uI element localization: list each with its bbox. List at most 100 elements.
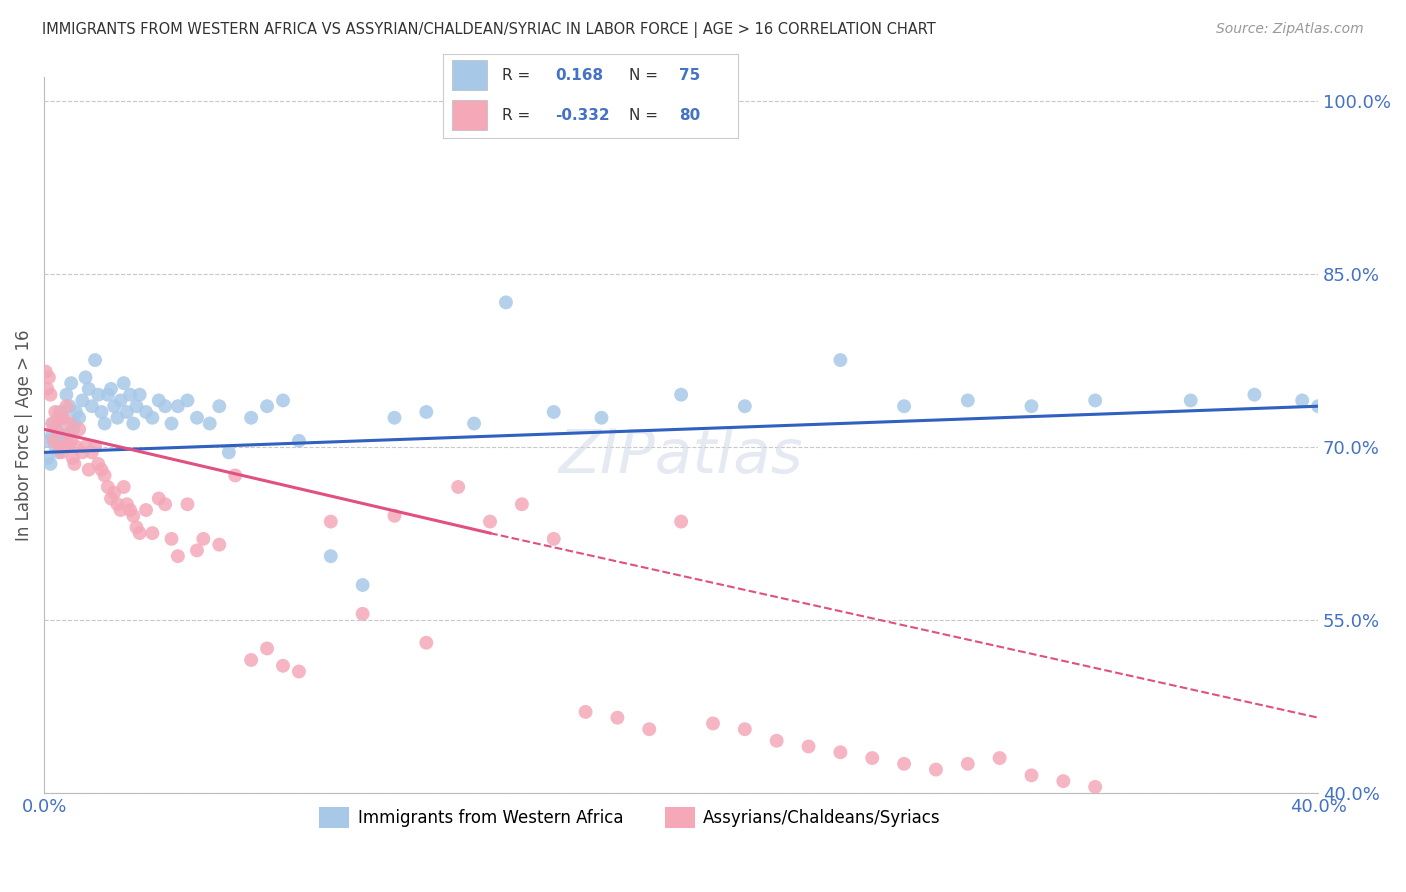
Point xyxy=(44,405,66,419)
Point xyxy=(112,376,135,391)
Point xyxy=(122,417,145,431)
Point xyxy=(352,578,374,592)
Point xyxy=(55,387,77,401)
Point xyxy=(112,480,135,494)
Point xyxy=(1084,780,1107,794)
Point xyxy=(63,457,86,471)
Point xyxy=(1243,387,1265,401)
Point xyxy=(115,497,138,511)
Point xyxy=(160,417,183,431)
Point xyxy=(218,445,240,459)
Point xyxy=(41,428,63,442)
Point xyxy=(1308,399,1330,413)
Text: R =: R = xyxy=(502,108,536,123)
Point xyxy=(37,451,59,466)
Point xyxy=(135,503,157,517)
Point xyxy=(256,641,278,656)
Point xyxy=(110,393,132,408)
Point xyxy=(208,399,231,413)
Point xyxy=(53,440,76,454)
Point xyxy=(67,410,90,425)
Point xyxy=(49,405,72,419)
Point xyxy=(1021,768,1043,782)
Point xyxy=(256,399,278,413)
Point xyxy=(44,440,66,454)
Point xyxy=(56,428,79,442)
Point xyxy=(1291,393,1313,408)
Point xyxy=(893,399,915,413)
Point xyxy=(72,445,94,459)
Point xyxy=(65,405,87,419)
Point xyxy=(62,422,84,436)
Point xyxy=(128,387,150,401)
Text: 0.168: 0.168 xyxy=(555,68,603,83)
Point xyxy=(288,665,311,679)
Point xyxy=(606,711,628,725)
Point xyxy=(176,393,198,408)
Point xyxy=(60,376,83,391)
Point xyxy=(90,405,112,419)
Point xyxy=(193,532,215,546)
Point xyxy=(495,295,517,310)
Point xyxy=(97,480,120,494)
Point xyxy=(125,520,148,534)
Point xyxy=(37,382,59,396)
Point xyxy=(830,745,852,759)
Point xyxy=(67,422,90,436)
Point xyxy=(93,468,115,483)
Point xyxy=(58,399,80,413)
Point xyxy=(167,399,190,413)
Point xyxy=(120,387,142,401)
Point xyxy=(110,503,132,517)
Point xyxy=(72,393,94,408)
Point xyxy=(75,370,97,384)
Point xyxy=(87,457,110,471)
Point xyxy=(543,532,565,546)
Point xyxy=(49,440,72,454)
Point xyxy=(42,417,65,431)
Point xyxy=(186,410,208,425)
Point xyxy=(288,434,311,448)
Point xyxy=(830,353,852,368)
Point xyxy=(186,543,208,558)
Point xyxy=(1021,399,1043,413)
Point xyxy=(51,445,73,459)
Point xyxy=(319,515,342,529)
Point xyxy=(352,607,374,621)
Point xyxy=(62,451,84,466)
Point xyxy=(1084,393,1107,408)
Point xyxy=(160,532,183,546)
Point xyxy=(638,722,661,736)
Point xyxy=(148,393,170,408)
Point xyxy=(176,497,198,511)
Point xyxy=(591,410,613,425)
Point xyxy=(60,434,83,448)
Text: N =: N = xyxy=(628,68,662,83)
Point xyxy=(1323,387,1346,401)
Point xyxy=(52,410,75,425)
Point xyxy=(35,365,58,379)
Point xyxy=(148,491,170,506)
Text: IMMIGRANTS FROM WESTERN AFRICA VS ASSYRIAN/CHALDEAN/SYRIAC IN LABOR FORCE | AGE : IMMIGRANTS FROM WESTERN AFRICA VS ASSYRI… xyxy=(42,22,936,38)
Point xyxy=(55,399,77,413)
Point xyxy=(734,399,756,413)
Point xyxy=(153,399,176,413)
Point xyxy=(415,636,437,650)
Point xyxy=(53,428,76,442)
Point xyxy=(87,387,110,401)
Point xyxy=(103,399,125,413)
Point xyxy=(84,440,107,454)
Point xyxy=(105,497,128,511)
Point xyxy=(543,405,565,419)
Point xyxy=(702,716,724,731)
Y-axis label: In Labor Force | Age > 16: In Labor Force | Age > 16 xyxy=(15,329,32,541)
Point xyxy=(63,417,86,431)
Point xyxy=(765,733,787,747)
FancyBboxPatch shape xyxy=(451,61,486,90)
Point xyxy=(988,751,1011,765)
Point xyxy=(128,526,150,541)
Point xyxy=(125,399,148,413)
Point xyxy=(38,370,60,384)
Point xyxy=(141,410,163,425)
Point xyxy=(100,491,122,506)
